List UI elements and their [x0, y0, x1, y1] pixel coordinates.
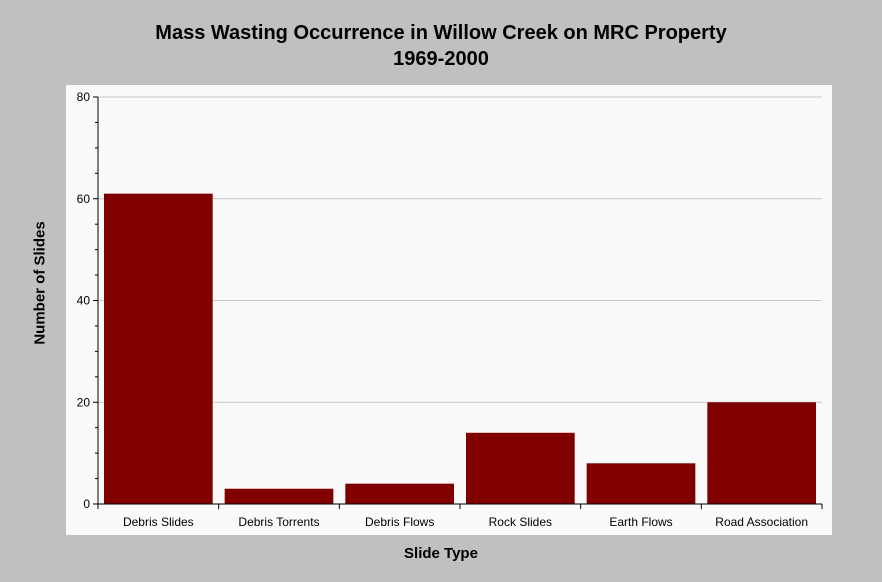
- chart-subtitle: 1969-2000: [393, 48, 489, 70]
- x-axis-label: Slide Type: [404, 545, 478, 562]
- chart-title: Mass Wasting Occurrence in Willow Creek …: [0, 20, 882, 72]
- bar: [104, 193, 213, 504]
- chart-title-line: Mass Wasting Occurrence in Willow Creek …: [155, 22, 727, 44]
- y-tick-label: 0: [83, 497, 90, 511]
- bar: [345, 483, 454, 504]
- bar: [707, 402, 816, 504]
- bar: [466, 432, 575, 504]
- bar: [224, 488, 334, 504]
- y-tick-label: 60: [77, 192, 91, 206]
- y-tick-label: 20: [77, 395, 91, 409]
- x-tick-label: Road Association: [715, 515, 808, 529]
- bar: [586, 463, 696, 504]
- y-tick-label: 40: [77, 294, 91, 308]
- x-tick-label: Debris Torrents: [238, 515, 319, 529]
- y-tick-label: 80: [77, 90, 91, 104]
- x-tick-label: Rock Slides: [489, 515, 552, 529]
- y-axis-label: Number of Slides: [31, 221, 49, 345]
- x-tick-label: Earth Flows: [609, 515, 672, 529]
- x-tick-label: Debris Slides: [123, 515, 194, 529]
- x-tick-label: Debris Flows: [365, 515, 434, 529]
